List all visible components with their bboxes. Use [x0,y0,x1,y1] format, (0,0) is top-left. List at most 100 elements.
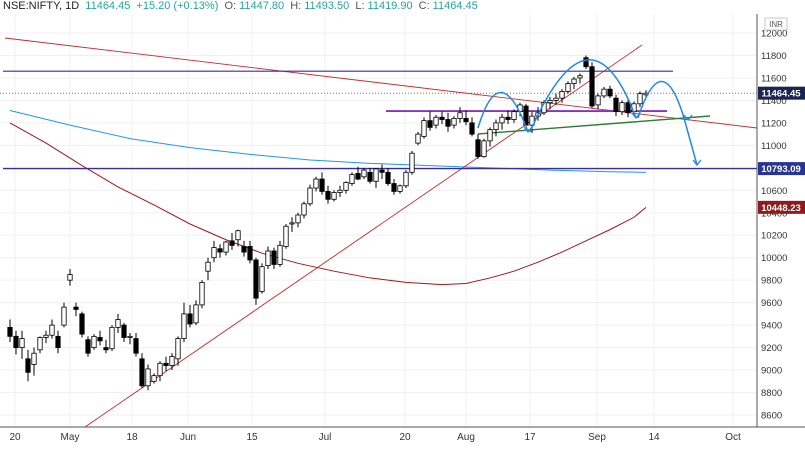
open-label: O: [224,0,237,12]
candle-body [127,335,133,338]
x-tick-label: 14 [648,432,660,443]
candle-body [91,335,97,348]
candle-body [613,97,619,113]
candle-body [643,92,649,96]
close-value: 11464.45 [432,0,478,12]
candle-body [187,313,193,325]
candle-body [61,306,67,326]
candle-body [181,313,187,340]
currency-box [764,17,788,31]
chart-axes: 20 May 18 Jun 15 Jul 20 Aug 17 Sep 14 Oct 8600 8800 90… [0,14,805,443]
chart-header: NSE:NIFTY, 1D 11464.45 +15.20 (+0.13%) O… [3,0,481,12]
candle-body [355,173,361,180]
candle-body [277,244,283,265]
candle-body [409,152,415,173]
x-tick-label: Oct [725,432,741,443]
candle-body [85,339,91,354]
candle-body [79,313,85,335]
candle-body [619,102,625,113]
price-label-box [758,200,805,214]
candle-body [451,117,457,126]
x-tick-label: 18 [126,432,138,443]
candle-body [523,105,529,126]
candle-body [499,116,505,124]
candle-body [193,304,199,324]
ma-red-line [9,122,647,286]
candle-body [511,111,517,120]
candle-body [397,185,403,192]
price-label-text: 10793.09 [761,164,801,175]
y-tick-label: 10200 [761,231,787,242]
candle-body [31,352,37,365]
low-value: 11419.90 [367,0,413,12]
candle-body [289,222,295,225]
candle-body [343,182,349,191]
candle-body [385,171,391,184]
candle-body [265,250,271,266]
x-tick-label: Jul [319,432,332,443]
candle-body [43,334,49,338]
candle-body [589,66,595,107]
price-label-box [758,86,805,100]
candle-body [241,246,247,253]
candle-body [73,306,79,310]
pattern-arc [529,59,637,133]
candle-body [517,104,523,113]
candle-body [37,337,43,351]
candle-body [103,347,109,351]
candle-body [481,140,487,157]
candle-body [349,174,355,184]
open-value: 11447.80 [239,0,285,12]
candle-body [439,116,445,120]
y-tick-label: 11800 [761,51,787,62]
projection-arrowhead [692,159,702,167]
candle-body [607,88,613,97]
symbol-label[interactable]: NSE:NIFTY, 1D [3,0,80,12]
ma-blue-line [9,110,647,173]
chart-grid [0,14,757,427]
y-tick-label: 10400 [761,208,787,219]
close-label: C: [418,0,430,12]
y-tick-label: 9800 [761,276,782,287]
price-label-text: 10448.23 [761,203,801,214]
candle-body [223,241,229,253]
projection-down [683,117,698,166]
high-label: H: [290,0,302,12]
candle-body [445,119,451,127]
price-label-text: 11464.45 [761,89,801,100]
candle-body [553,97,559,101]
y-tick-label: 11600 [761,73,787,84]
candle-body [25,358,31,373]
candle-body [307,187,313,205]
candle-body [271,250,277,265]
pattern-arc [477,91,529,133]
y-tick-label: 10800 [761,163,787,174]
candle-body [373,168,379,182]
projection-arrowhead [523,126,533,134]
candle-body [337,189,343,193]
candle-body [205,261,211,272]
candle-body [457,112,463,119]
candle-body [541,102,547,114]
candle-body [631,103,637,113]
candle-body [253,259,259,299]
y-tick-label: 9400 [761,321,782,332]
candle-body [577,75,583,79]
candle-body [331,192,337,200]
candle-body [433,116,439,126]
candle-body [583,57,589,68]
candle-body [325,191,331,200]
candle-body [97,337,103,342]
candle-body [403,171,409,187]
last-price: 11464.45 [85,0,131,12]
candle-body [529,115,535,126]
candle-series [7,55,649,391]
candle-body [505,116,511,120]
low-label: L: [355,0,365,12]
candle-body [163,362,169,366]
candle-body [133,338,139,354]
x-tick-label: 20 [9,432,21,443]
y-tick-label: 12000 [761,29,787,40]
candle-body [235,230,241,241]
